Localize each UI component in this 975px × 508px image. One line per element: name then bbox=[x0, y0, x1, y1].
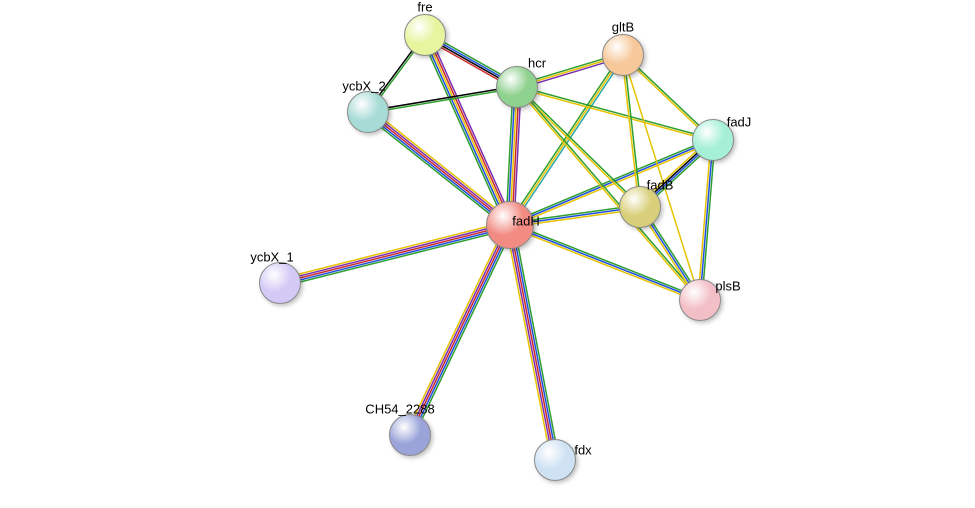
edge-fadH-fdx bbox=[514, 224, 559, 459]
node-fdx[interactable] bbox=[534, 439, 576, 481]
edge-fadH-fre bbox=[421, 37, 506, 227]
edge-fadH-ycbX_1 bbox=[279, 221, 509, 279]
node-hcr[interactable] bbox=[496, 66, 538, 108]
node-ycbX_1[interactable] bbox=[259, 262, 301, 304]
edge-fadH-CH54_2288 bbox=[412, 226, 512, 436]
edges-layer bbox=[0, 0, 975, 508]
edge-fadH-fadJ bbox=[511, 142, 714, 227]
edge-fadH-fdx bbox=[506, 226, 551, 461]
edge-fadH-ycbX_1 bbox=[280, 225, 510, 283]
edge-hcr-plsB bbox=[516, 88, 699, 301]
edge-fadH-CH54_2288 bbox=[406, 223, 506, 433]
node-fadB[interactable] bbox=[619, 186, 661, 228]
edge-fadH-ycbX_1 bbox=[281, 229, 511, 287]
node-fadJ[interactable] bbox=[692, 119, 734, 161]
node-CH54_2288[interactable] bbox=[389, 414, 431, 456]
edge-fadH-fdx bbox=[510, 225, 555, 460]
node-gltB[interactable] bbox=[602, 34, 644, 76]
network-canvas: fadHfrehcrgltBfadJfadBplsBycbX_2ycbX_1CH… bbox=[0, 0, 975, 508]
edge-fadH-CH54_2288 bbox=[408, 224, 508, 434]
edge-fadH-ycbX_2 bbox=[370, 109, 512, 222]
node-ycbX_2[interactable] bbox=[347, 91, 389, 133]
edge-fadH-CH54_2288 bbox=[410, 225, 510, 435]
edge-hcr-ycbX_2 bbox=[368, 88, 517, 113]
edge-fadH-ycbX_1 bbox=[280, 223, 510, 281]
edge-fadH-ycbX_1 bbox=[280, 227, 510, 285]
edge-fadH-fdx bbox=[512, 225, 557, 460]
edge-gltB-fadB bbox=[624, 55, 641, 207]
edge-fadJ-plsB bbox=[700, 140, 713, 300]
edge-hcr-fadJ bbox=[517, 86, 713, 139]
node-fre[interactable] bbox=[404, 14, 446, 56]
node-plsB[interactable] bbox=[679, 279, 721, 321]
edge-fadH-fre bbox=[423, 36, 508, 226]
node-fadH[interactable] bbox=[486, 201, 534, 249]
edge-fadH-CH54_2288 bbox=[414, 227, 514, 437]
edge-fadH-fdx bbox=[508, 225, 553, 460]
edge-fadH-ycbX_2 bbox=[369, 110, 511, 223]
edge-fadH-plsB bbox=[510, 225, 700, 300]
edge-hcr-ycbX_2 bbox=[368, 86, 517, 111]
edge-hcr-plsB bbox=[518, 86, 701, 299]
